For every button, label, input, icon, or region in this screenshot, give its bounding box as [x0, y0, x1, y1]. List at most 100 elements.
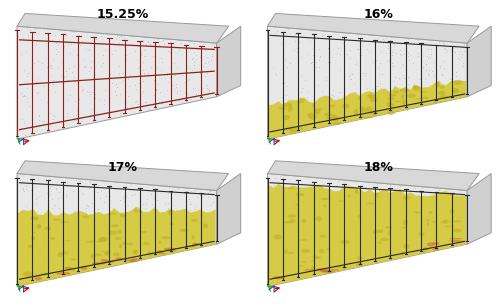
Point: [315, 57, 323, 62]
Point: [203, 211, 211, 216]
Ellipse shape: [376, 193, 379, 198]
Point: [278, 95, 286, 100]
Point: [105, 231, 113, 235]
Point: [422, 68, 430, 72]
Point: [325, 60, 333, 64]
Point: [127, 182, 135, 187]
Point: [173, 64, 181, 69]
Ellipse shape: [369, 110, 378, 115]
Point: [436, 227, 444, 232]
Point: [159, 228, 167, 233]
Point: [128, 73, 136, 78]
Point: [436, 233, 444, 238]
Point: [93, 190, 101, 195]
Point: [119, 70, 127, 75]
Point: [43, 65, 51, 70]
Ellipse shape: [99, 237, 108, 242]
Point: [393, 94, 401, 99]
Point: [166, 51, 174, 56]
Ellipse shape: [274, 234, 282, 239]
Point: [134, 244, 142, 249]
Point: [72, 178, 80, 183]
Point: [203, 55, 211, 60]
Point: [183, 91, 191, 96]
Point: [94, 237, 102, 242]
Point: [328, 119, 336, 124]
Point: [456, 207, 464, 212]
Point: [279, 131, 287, 136]
Point: [315, 114, 323, 119]
Point: [371, 47, 379, 52]
Point: [88, 232, 96, 237]
Point: [135, 214, 143, 219]
Point: [286, 250, 294, 255]
Point: [206, 236, 214, 241]
Ellipse shape: [359, 115, 364, 119]
Point: [427, 52, 435, 56]
Point: [445, 76, 453, 80]
Point: [157, 55, 165, 60]
Ellipse shape: [439, 95, 448, 99]
Point: [410, 199, 418, 204]
Point: [404, 224, 412, 229]
Point: [192, 57, 200, 62]
Ellipse shape: [394, 100, 400, 102]
Point: [307, 185, 315, 190]
Point: [310, 255, 318, 260]
Point: [163, 211, 171, 216]
Point: [369, 60, 377, 64]
Point: [64, 211, 72, 216]
Ellipse shape: [341, 240, 350, 244]
Point: [86, 48, 94, 52]
Point: [267, 194, 275, 199]
Point: [188, 236, 196, 241]
Point: [31, 185, 39, 190]
Point: [289, 200, 297, 205]
Point: [181, 231, 189, 236]
Point: [23, 99, 31, 104]
Point: [453, 92, 461, 97]
Point: [276, 265, 284, 270]
Point: [147, 191, 155, 196]
Point: [80, 224, 88, 229]
Point: [378, 110, 386, 115]
Point: [104, 111, 112, 116]
Point: [411, 231, 419, 236]
Point: [325, 112, 333, 117]
Point: [457, 80, 465, 85]
Point: [355, 235, 363, 240]
Point: [133, 243, 141, 248]
Point: [384, 252, 392, 257]
Point: [205, 88, 213, 93]
Point: [388, 60, 396, 65]
Point: [443, 47, 451, 52]
Point: [435, 63, 443, 68]
Point: [279, 99, 287, 104]
Point: [52, 52, 60, 57]
Point: [293, 50, 301, 55]
Ellipse shape: [316, 257, 321, 258]
Point: [411, 185, 419, 190]
Point: [272, 73, 280, 78]
Ellipse shape: [100, 259, 108, 262]
Point: [60, 121, 68, 126]
Point: [400, 197, 408, 202]
Point: [113, 85, 121, 90]
Ellipse shape: [312, 265, 314, 270]
Point: [186, 66, 194, 71]
Point: [350, 195, 358, 200]
Ellipse shape: [324, 270, 335, 273]
Ellipse shape: [354, 109, 358, 115]
Point: [46, 219, 54, 223]
Point: [443, 205, 451, 210]
Point: [422, 54, 430, 59]
Point: [33, 128, 41, 133]
Ellipse shape: [150, 253, 154, 254]
Point: [180, 190, 188, 195]
Point: [113, 211, 121, 216]
Point: [323, 234, 331, 239]
Point: [52, 237, 60, 242]
Point: [295, 214, 303, 219]
Point: [344, 210, 352, 215]
Ellipse shape: [422, 247, 429, 250]
